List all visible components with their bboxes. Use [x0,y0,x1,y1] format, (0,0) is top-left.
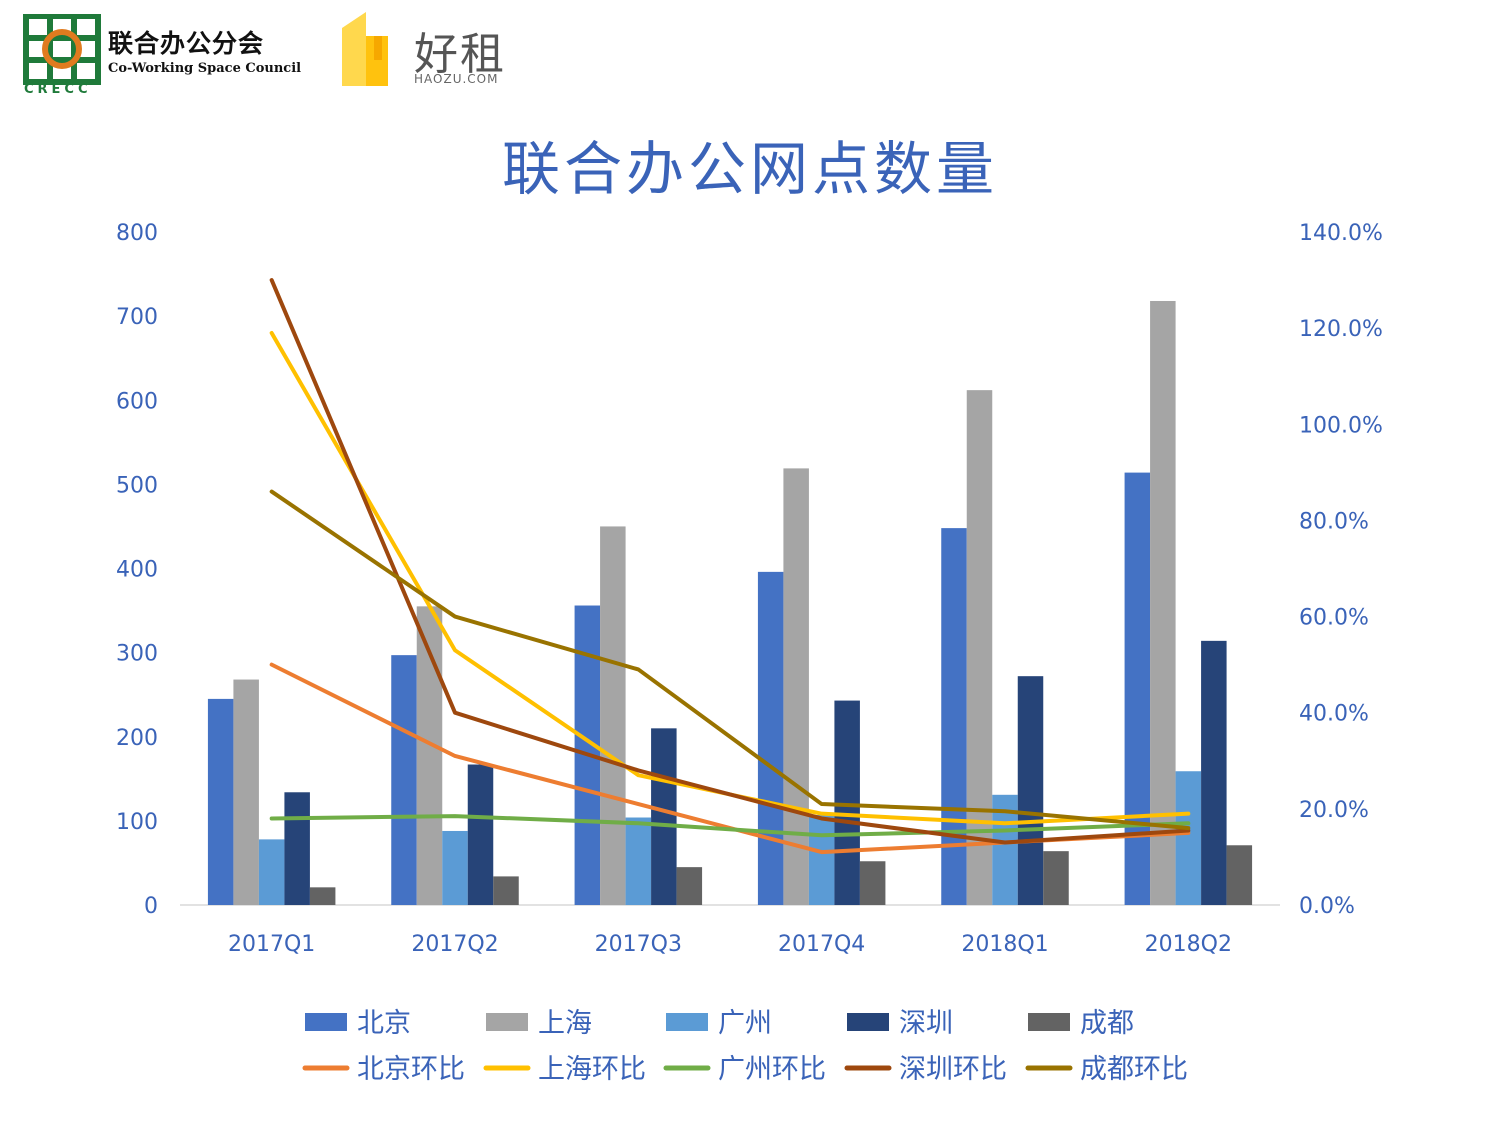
category-label: 2017Q4 [778,932,865,957]
right-tick-label: 40.0% [1299,702,1369,727]
bar-北京 [941,528,967,905]
bars [207,300,1253,905]
bar-广州 [442,830,468,905]
legend-label: 上海 [538,1008,592,1039]
crecc-abbr: CRECC [24,82,92,97]
bar-上海 [233,679,259,905]
bar-成都 [1043,851,1069,905]
bar-成都 [859,861,886,905]
bar-北京 [1124,472,1151,905]
bar-深圳 [1201,640,1227,905]
left-tick-label: 400 [116,558,158,583]
category-label: 2018Q2 [1145,932,1232,957]
bar-上海 [783,468,809,905]
x-axis: 2017Q1 2017Q2 2017Q3 2017Q4 2018Q1 2018Q2 [228,932,1232,957]
bar-深圳 [1017,676,1044,905]
legend-swatch [305,1013,347,1031]
bar-北京 [391,655,417,905]
right-tick-label: 0.0% [1299,894,1355,919]
chart-title: 联合办公网点数量 [501,135,998,203]
header: 联合办公分会 Co-Working Space Council CRECC 好租… [0,0,1500,110]
right-tick-label: 80.0% [1299,509,1369,534]
legend-label: 成都 [1080,1008,1134,1039]
bar-上海 [600,526,626,905]
right-axis: 0.0% 20.0% 40.0% 60.0% 80.0% 100.0% 120.0% 140.… [1299,221,1383,919]
bar-成都 [493,876,519,905]
bar-上海 [966,390,993,905]
crecc-name-cn: 联合办公分会 [108,29,265,58]
bar-广州 [258,839,285,905]
bar-北京 [207,698,234,905]
bar-北京 [757,571,784,905]
legend-label: 深圳环比 [899,1054,1007,1085]
left-tick-label: 0 [144,894,158,919]
legend-label: 北京 [357,1008,411,1039]
crecc-name-en: Co-Working Space Council [108,61,302,76]
line-深圳环比 [269,278,1191,845]
legend-label: 深圳 [899,1008,953,1039]
right-tick-label: 60.0% [1299,606,1369,631]
bar-广州 [625,817,652,905]
legend-swatch [1028,1013,1070,1031]
bar-广州 [1175,771,1202,905]
bar-深圳 [651,728,677,905]
legend-swatch [847,1013,889,1031]
lines [269,278,1191,855]
left-tick-label: 700 [116,305,158,330]
left-tick-label: 600 [116,389,158,414]
legend-swatch [666,1013,708,1031]
legend-label: 成都环比 [1080,1054,1188,1085]
right-tick-label: 140.0% [1299,221,1383,246]
bar-广州 [808,814,835,905]
legend-label: 上海环比 [538,1054,646,1085]
bar-成都 [309,887,336,905]
legend-swatch [486,1013,528,1031]
left-tick-label: 100 [116,810,158,835]
bar-成都 [1226,845,1253,905]
bar-上海 [1150,300,1176,905]
category-label: 2018Q1 [961,932,1048,957]
line-成都环比 [269,489,1191,831]
left-tick-label: 300 [116,642,158,667]
bar-深圳 [284,792,310,905]
left-tick-label: 500 [116,473,158,498]
right-tick-label: 120.0% [1299,317,1383,342]
category-label: 2017Q1 [228,932,315,957]
bar-成都 [676,867,703,905]
crecc-logo-icon [23,14,101,85]
line-广州环比 [269,814,1191,838]
left-axis: 0 100 200 300 400 500 600 700 800 [116,221,158,919]
haozu-logo-icon [342,12,388,86]
right-tick-label: 100.0% [1299,413,1383,438]
haozu-name-en: HAOZU.COM [414,72,499,86]
legend-label: 北京环比 [357,1054,465,1085]
haozu-name-cn: 好租 [414,29,506,80]
bar-深圳 [467,764,494,905]
legend-label: 广州 [718,1008,772,1039]
left-tick-label: 800 [116,221,158,246]
left-tick-label: 200 [116,726,158,751]
category-label: 2017Q3 [595,932,682,957]
category-label: 2017Q2 [411,932,498,957]
right-tick-label: 20.0% [1299,798,1369,823]
legend-label: 广州环比 [718,1054,826,1085]
